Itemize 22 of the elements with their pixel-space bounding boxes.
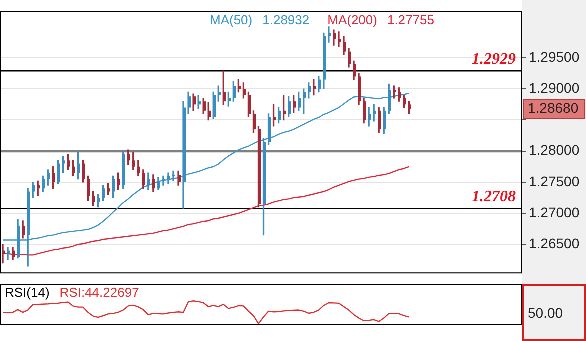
- candlestick: [373, 104, 376, 122]
- candlestick: [2, 244, 5, 264]
- chart-title: RSI(14): [5, 285, 50, 300]
- candlestick: [7, 247, 10, 260]
- candlestick: [328, 26, 331, 43]
- y-tick-label: 1.29500: [529, 48, 580, 65]
- y-tick-label: 1.28000: [529, 142, 580, 158]
- ref-line-label: 1.2929: [472, 51, 516, 68]
- text: MA(200): [328, 12, 378, 28]
- text: 1.28680: [528, 100, 579, 116]
- text: 50.00: [528, 304, 564, 321]
- y-tick-label: 1.27500: [529, 173, 580, 190]
- candlestick: [198, 95, 201, 110]
- candlestick: [338, 32, 341, 48]
- annotation: 1.27755: [387, 12, 434, 28]
- ref-line-label: 1.2708: [472, 188, 516, 206]
- text: RSI:44.22697: [60, 285, 140, 300]
- y-tick-label: 1.27000: [529, 204, 580, 220]
- text: MA(50): [210, 12, 253, 28]
- annotation: 1.28932: [262, 12, 310, 28]
- y-tick-label: 1.26500: [529, 235, 580, 252]
- y-tick-label: 1.29000: [529, 80, 580, 96]
